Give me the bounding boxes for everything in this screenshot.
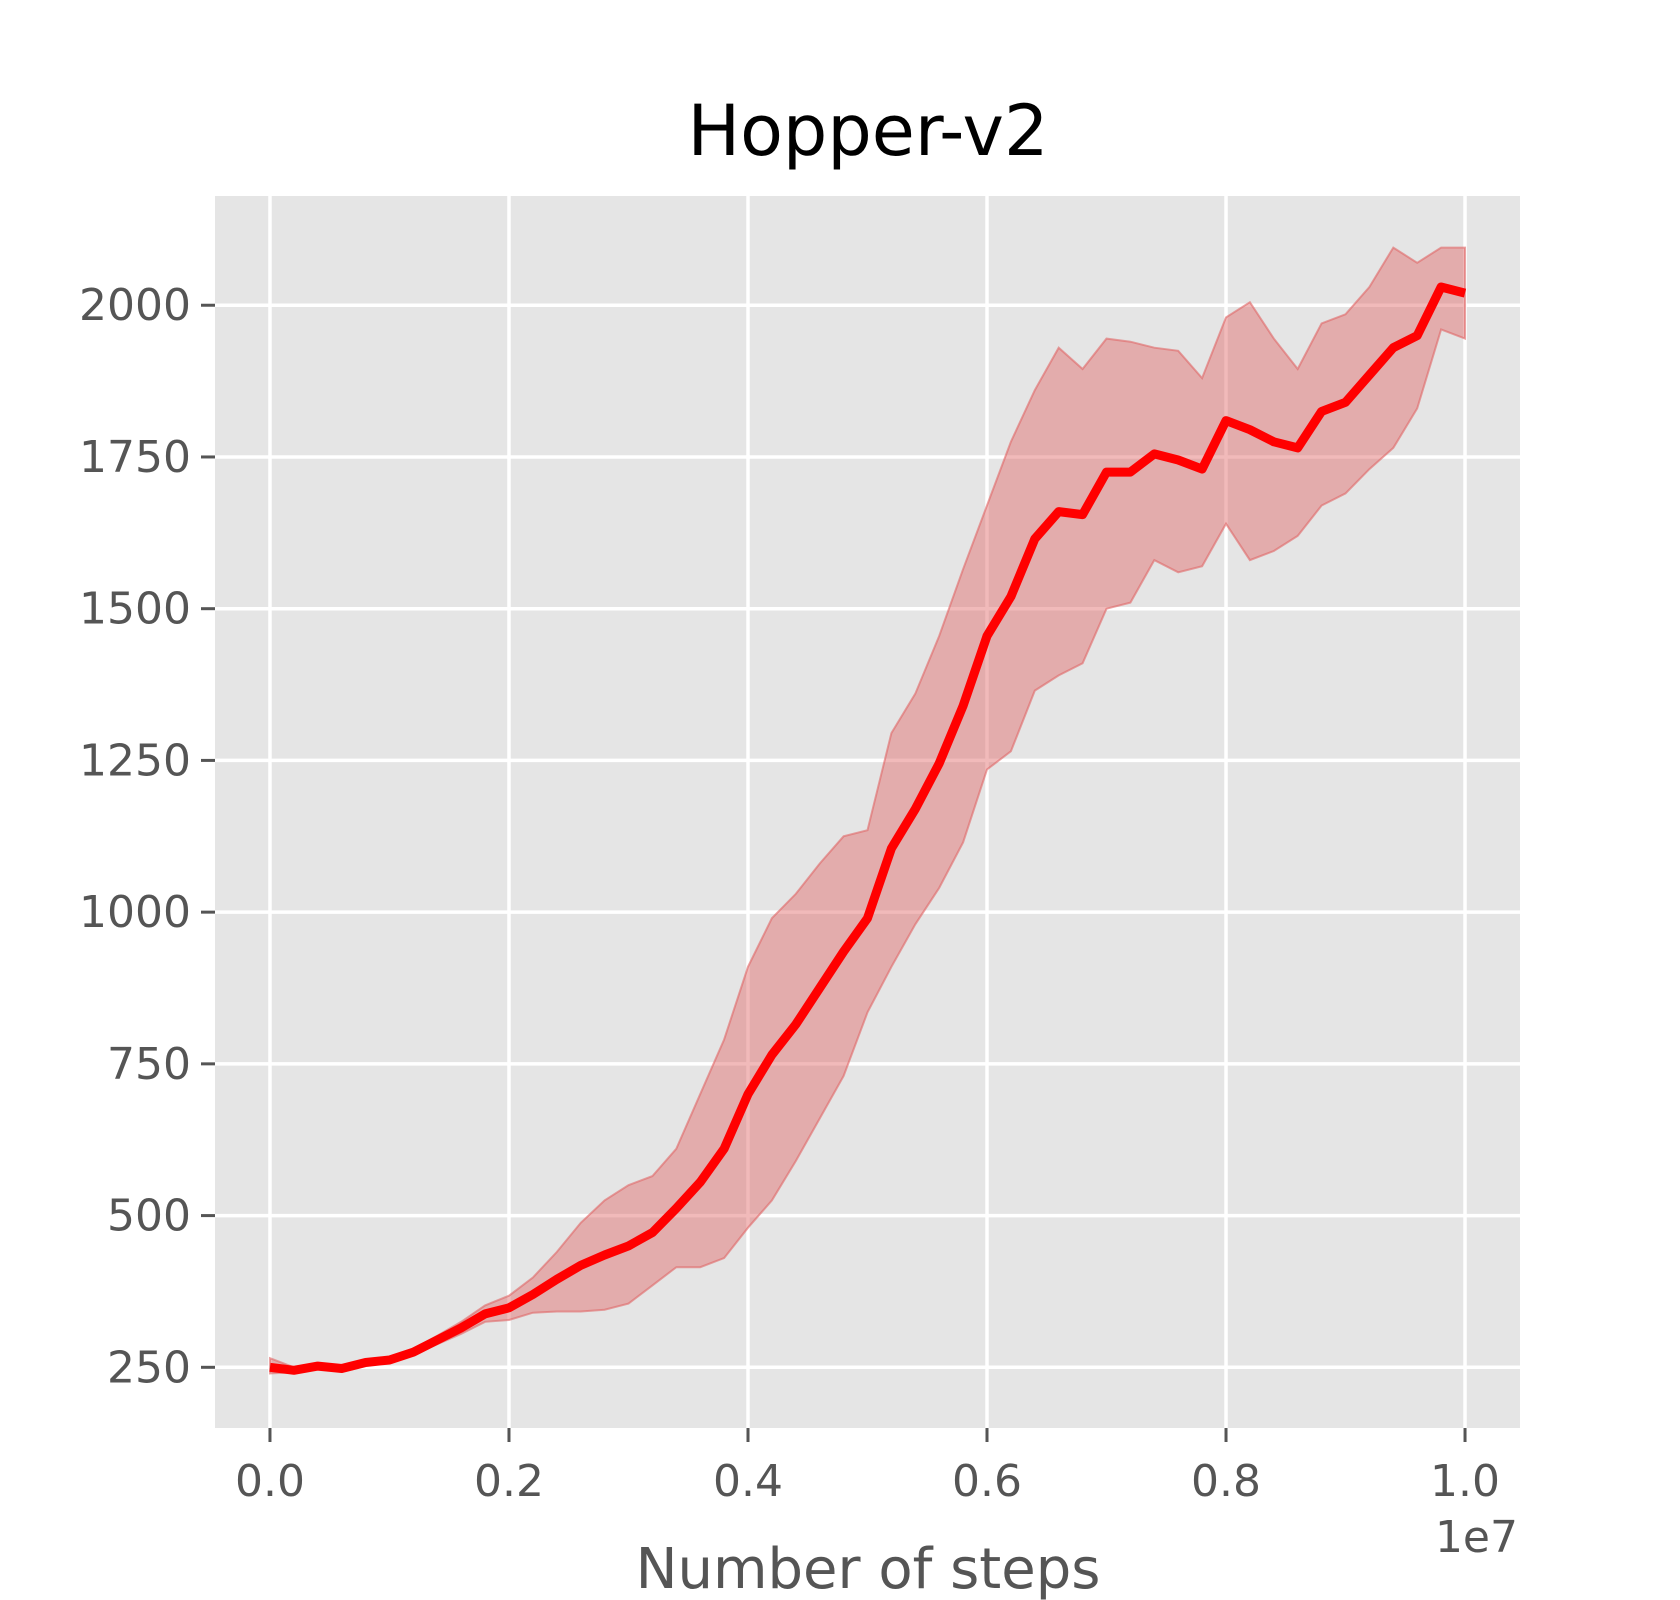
confidence-band	[269, 246, 1466, 1375]
y-tick-label: 2000	[79, 280, 191, 331]
y-tick-label: 500	[107, 1191, 191, 1242]
x-axis: 0.0 0.2 0.4 0.6 0.8 1.0	[235, 1428, 1500, 1507]
x-tick-label: 0.2	[474, 1456, 544, 1507]
y-tick-label: 1750	[79, 432, 191, 483]
y-tick-label: 1000	[79, 887, 191, 938]
y-tick-label: 1500	[79, 584, 191, 635]
y-axis: 250 500 750 1000 1250 1500 1750 2000	[79, 280, 215, 1393]
x-axis-label: Number of steps	[636, 1537, 1101, 1600]
x-tick-label: 0.8	[1191, 1456, 1261, 1507]
y-tick-label: 1250	[79, 735, 191, 786]
x-tick-label: 0.6	[952, 1456, 1022, 1507]
grid	[215, 196, 1520, 1428]
y-tick-label: 250	[107, 1342, 191, 1393]
x-tick-label: 0.0	[235, 1456, 305, 1507]
plot-area	[215, 196, 1520, 1428]
y-tick-label: 750	[107, 1039, 191, 1090]
x-tick-label: 0.4	[713, 1456, 783, 1507]
x-offset-label: 1e7	[1435, 1512, 1518, 1563]
series-line-mean	[269, 282, 1467, 1375]
series-line-layer	[269, 282, 1467, 1375]
chart-title: Hopper-v2	[687, 90, 1048, 172]
x-tick-label: 1.0	[1430, 1456, 1500, 1507]
confidence-band-layer	[269, 246, 1466, 1375]
